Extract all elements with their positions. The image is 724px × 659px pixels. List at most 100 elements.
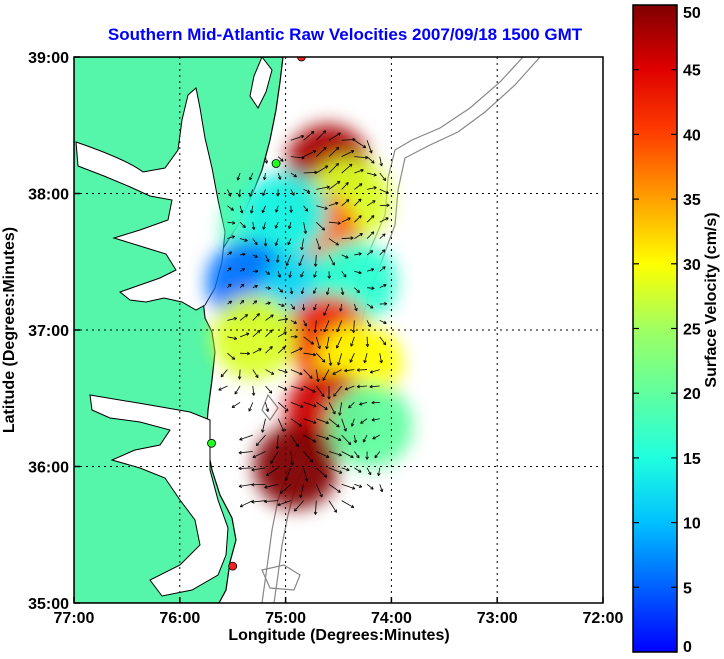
current-vector [262,172,267,180]
current-vector [350,336,355,347]
current-vector [316,418,329,425]
current-vector [349,353,355,363]
y-axis: 39:00 38:00 37:00 36:00 35:00 [28,50,80,613]
current-vector [356,384,368,389]
current-vector [277,172,282,180]
current-vector [289,205,293,213]
current-vector [278,317,288,322]
current-vector [366,467,372,476]
current-vector [328,418,340,428]
current-vector [264,483,279,489]
current-vector [344,368,355,373]
current-vector [316,205,328,210]
current-vector [239,434,253,441]
current-vector [363,353,368,364]
current-vector [251,385,256,396]
current-vector [303,150,317,158]
current-vector [265,346,273,354]
current-vector [251,467,266,472]
current-vector [354,215,362,223]
current-vector [264,156,269,164]
current-vector [264,499,279,504]
current-vector [313,254,318,267]
current-vector [261,205,266,214]
current-vector [371,418,380,422]
current-vector [316,467,328,478]
current-vector [356,368,368,372]
current-vector [379,156,383,167]
current-vector [265,254,270,263]
colorbar-tick-label: 15 [683,451,701,468]
current-vector [341,271,347,278]
current-vector [270,451,279,464]
current-vector [240,351,250,356]
current-vector [290,434,299,448]
colorbar-tick-label: 25 [683,322,701,339]
current-vector [265,402,270,412]
x-axis-label: Longitude (Degrees:Minutes) [228,627,449,644]
radar-station-marker [271,159,281,168]
current-vector [354,270,362,275]
current-vector [315,130,327,141]
current-vector [290,385,304,391]
current-vector [379,284,387,289]
current-vector [290,369,303,376]
current-vector [300,271,304,278]
current-vector [341,163,353,174]
current-vector [290,172,297,178]
current-vector [341,451,354,459]
current-vector [227,316,237,321]
current-vector [261,418,266,433]
current-vector [377,467,381,477]
current-vector [238,466,253,471]
current-vector [328,451,342,457]
current-vector [328,500,337,513]
current-vector [279,483,292,494]
current-vector [266,467,279,476]
current-vector [277,271,282,278]
current-vector [316,146,327,157]
colorbar-tick-label: 45 [683,63,701,80]
current-vector [367,286,375,290]
current-vector [316,221,326,231]
current-vector [249,172,254,181]
current-vector [328,201,339,207]
y-tick-label: 38:00 [28,187,69,204]
current-vector [303,369,313,379]
current-vector [288,271,292,278]
current-vector [290,401,304,408]
current-vector [239,500,253,508]
current-vector [277,418,285,432]
current-vector [315,336,321,349]
current-vector [303,401,317,408]
x-tick-label: 74:00 [371,610,412,627]
current-vector [300,238,304,251]
current-vector [278,303,285,307]
current-vector [251,500,266,504]
velocity-cell [211,294,296,379]
current-vector [315,369,320,383]
current-vector [265,314,274,321]
current-vector [303,189,311,193]
current-vector [239,299,245,305]
current-vector [379,336,387,346]
current-vector [301,304,306,311]
current-vector [227,235,235,239]
current-vector [239,314,249,321]
current-vector [338,402,343,416]
current-vector [341,434,352,445]
current-vector [220,369,228,378]
current-vector [322,369,330,381]
current-vector [365,336,370,348]
current-vector [332,369,342,375]
current-vector [303,434,317,443]
current-vector [366,231,375,239]
current-vector [290,134,305,141]
current-vector [335,336,343,349]
x-tick-label: 72:00 [583,610,624,627]
current-vector [275,254,280,263]
current-vector [265,270,271,275]
current-vector [227,267,232,272]
current-vector [227,221,236,225]
current-vector [366,483,374,490]
